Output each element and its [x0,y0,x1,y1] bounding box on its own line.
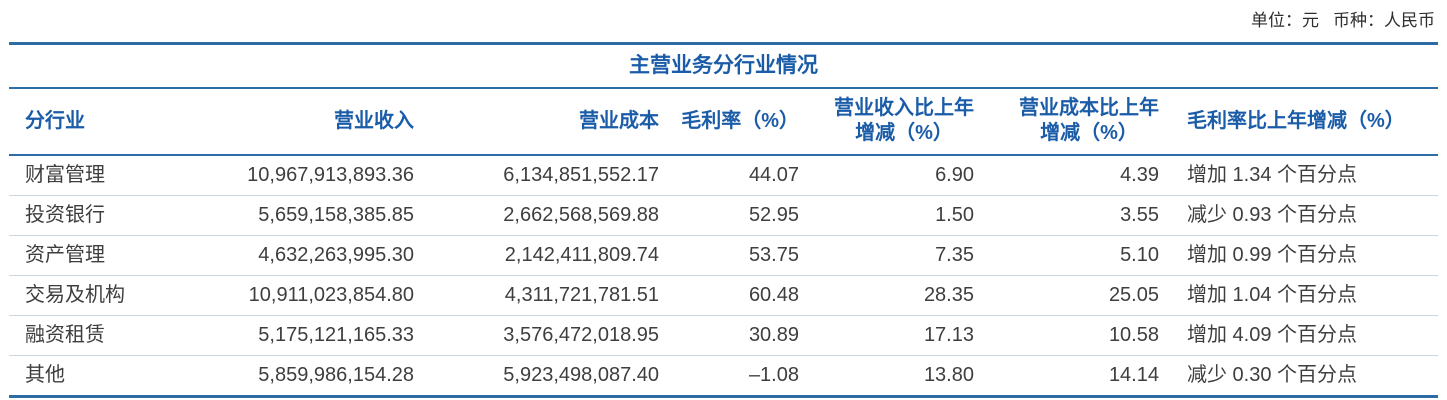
cell-margin-yoy: 增加 4.09 个百分点 [1159,316,1438,356]
cell-revenue: 5,859,986,154.28 [159,356,414,396]
unit-label: 单位：元 [1251,11,1319,30]
col-header-segment: 分行业 [9,89,159,155]
col-header-margin-yoy: 毛利率比上年增减（%） [1159,89,1438,155]
cell-gross-margin: 53.75 [659,236,799,276]
cell-gross-margin: 44.07 [659,155,799,196]
cell-cost: 2,662,568,569.88 [414,196,659,236]
cell-cost-yoy: 25.05 [974,276,1159,316]
col-header-cost: 营业成本 [414,89,659,155]
cell-cost-yoy: 10.58 [974,316,1159,356]
cell-revenue: 10,911,023,854.80 [159,276,414,316]
cell-revenue-yoy: 7.35 [799,236,974,276]
cell-segment: 投资银行 [9,196,159,236]
cell-gross-margin: 52.95 [659,196,799,236]
segment-table-frame: 主营业务分行业情况 分行业 营业收入 营业成本 毛利率（%） 营业收入比上年 增… [9,42,1438,398]
cell-revenue-yoy: 28.35 [799,276,974,316]
cell-margin-yoy: 减少 0.93 个百分点 [1159,196,1438,236]
cell-gross-margin: –1.08 [659,356,799,396]
col-header-gross-margin: 毛利率（%） [659,89,799,155]
table-row: 融资租赁 5,175,121,165.33 3,576,472,018.95 3… [9,316,1438,356]
cell-segment: 资产管理 [9,236,159,276]
table-row: 其他 5,859,986,154.28 5,923,498,087.40 –1.… [9,356,1438,396]
cell-margin-yoy: 增加 1.04 个百分点 [1159,276,1438,316]
cell-revenue-yoy: 6.90 [799,155,974,196]
cell-cost-yoy: 5.10 [974,236,1159,276]
cell-cost: 4,311,721,781.51 [414,276,659,316]
cell-cost: 6,134,851,552.17 [414,155,659,196]
cell-revenue: 5,175,121,165.33 [159,316,414,356]
table-row: 财富管理 10,967,913,893.36 6,134,851,552.17 … [9,155,1438,196]
cell-margin-yoy: 增加 1.34 个百分点 [1159,155,1438,196]
table-row: 投资银行 5,659,158,385.85 2,662,568,569.88 5… [9,196,1438,236]
cell-cost: 3,576,472,018.95 [414,316,659,356]
report-page: 单位：元币种：人民币 主营业务分行业情况 分行业 营业收入 营业成本 毛利率（%… [0,0,1447,400]
cell-segment: 财富管理 [9,155,159,196]
cell-segment: 融资租赁 [9,316,159,356]
cell-revenue-yoy: 17.13 [799,316,974,356]
table-row: 资产管理 4,632,263,995.30 2,142,411,809.74 5… [9,236,1438,276]
segment-table: 分行业 营业收入 营业成本 毛利率（%） 营业收入比上年 增减（%） 营业成本比… [9,89,1438,395]
col-header-cost-yoy: 营业成本比上年 增减（%） [974,89,1159,155]
table-row: 交易及机构 10,911,023,854.80 4,311,721,781.51… [9,276,1438,316]
cell-gross-margin: 30.89 [659,316,799,356]
cell-cost-yoy: 3.55 [974,196,1159,236]
cell-cost: 2,142,411,809.74 [414,236,659,276]
table-body: 财富管理 10,967,913,893.36 6,134,851,552.17 … [9,155,1438,395]
cell-cost-yoy: 14.14 [974,356,1159,396]
cell-segment: 其他 [9,356,159,396]
col-header-cost-yoy-text: 营业成本比上年 增减（%） [1019,96,1159,146]
cell-revenue-yoy: 1.50 [799,196,974,236]
header-row: 分行业 营业收入 营业成本 毛利率（%） 营业收入比上年 增减（%） 营业成本比… [9,89,1438,155]
cell-margin-yoy: 减少 0.30 个百分点 [1159,356,1438,396]
cell-revenue: 4,632,263,995.30 [159,236,414,276]
cell-cost-yoy: 4.39 [974,155,1159,196]
table-title: 主营业务分行业情况 [9,42,1438,89]
col-header-revenue: 营业收入 [159,89,414,155]
cell-gross-margin: 60.48 [659,276,799,316]
cell-revenue-yoy: 13.80 [799,356,974,396]
col-header-revenue-yoy: 营业收入比上年 增减（%） [799,89,974,155]
cell-segment: 交易及机构 [9,276,159,316]
cell-margin-yoy: 增加 0.99 个百分点 [1159,236,1438,276]
currency-label: 币种：人民币 [1333,11,1435,30]
cell-revenue: 10,967,913,893.36 [159,155,414,196]
table-header: 分行业 营业收入 营业成本 毛利率（%） 营业收入比上年 增减（%） 营业成本比… [9,89,1438,155]
unit-currency-note: 单位：元币种：人民币 [9,0,1438,42]
cell-cost: 5,923,498,087.40 [414,356,659,396]
cell-revenue: 5,659,158,385.85 [159,196,414,236]
col-header-revenue-yoy-text: 营业收入比上年 增减（%） [834,96,974,146]
